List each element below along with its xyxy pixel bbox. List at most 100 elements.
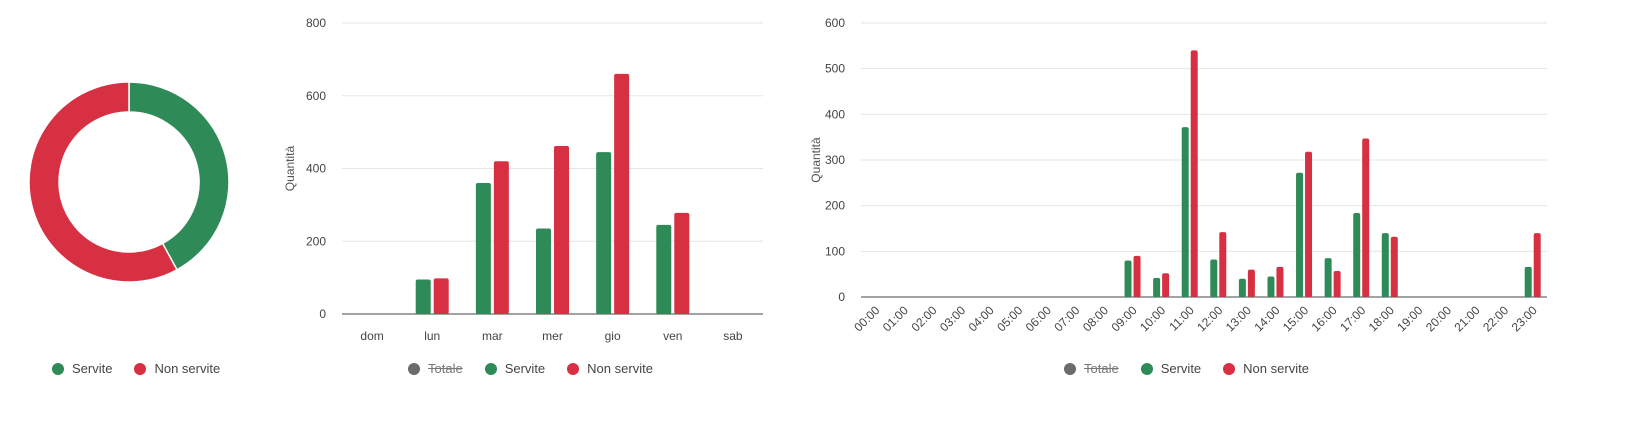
x-tick-label: 23:00 — [1509, 303, 1540, 334]
legend-dot-servite — [1140, 362, 1153, 375]
x-tick-label: 21:00 — [1452, 303, 1483, 334]
donut-chart — [28, 81, 230, 283]
y-tick-label: 600 — [825, 16, 845, 30]
x-tick-label: 00:00 — [851, 303, 882, 334]
x-tick-label: 02:00 — [908, 303, 939, 334]
weekday-legend: Totale Servite Non servite — [408, 361, 653, 376]
x-tick-label: 15:00 — [1280, 303, 1311, 334]
y-tick-label: 400 — [825, 107, 845, 121]
bar-servite-1400[interactable] — [1267, 276, 1275, 297]
donut-slice-non-servite[interactable] — [28, 81, 178, 283]
legend-label: Non servite — [587, 361, 653, 376]
y-tick-label: 600 — [306, 89, 326, 103]
hourly-legend: Totale Servite Non servite — [1064, 361, 1309, 376]
hourly-bar-chart: 0 100 200 300 400 500 600 Quantità 00:0001:0002:… — [809, 16, 1547, 334]
legend-item-non-servite[interactable]: Non servite — [1223, 361, 1309, 376]
bar-non-servite-gio[interactable] — [614, 73, 630, 314]
y-tick-label: 0 — [319, 307, 326, 321]
y-tick-label: 800 — [306, 16, 326, 30]
bar-non-servite-mer[interactable] — [554, 145, 569, 314]
x-tick-label: 12:00 — [1194, 303, 1225, 334]
legend-label: Totale — [1084, 361, 1119, 376]
bar-non-servite-1600[interactable] — [1333, 270, 1341, 297]
legend-item-servite[interactable]: Servite — [484, 361, 546, 376]
x-tick-label: dom — [360, 329, 383, 343]
bar-servite-lun[interactable] — [415, 279, 431, 314]
x-tick-label: 10:00 — [1137, 303, 1168, 334]
x-tick-label: lun — [424, 329, 440, 343]
bar-non-servite-1800[interactable] — [1390, 236, 1398, 297]
y-tick-label: 300 — [825, 153, 845, 167]
x-tick-label: 08:00 — [1080, 303, 1111, 334]
bar-non-servite-1300[interactable] — [1247, 269, 1255, 297]
bar-servite-1500[interactable] — [1296, 172, 1304, 297]
legend-label: Servite — [504, 361, 546, 376]
legend-item-totale[interactable]: Totale — [408, 361, 463, 376]
x-tick-label: 03:00 — [937, 303, 968, 334]
bar-non-servite-2300[interactable] — [1533, 233, 1541, 297]
bar-non-servite-1500[interactable] — [1305, 151, 1313, 297]
bar-servite-2300[interactable] — [1524, 266, 1532, 297]
x-tick-label: 06:00 — [1023, 303, 1054, 334]
bar-non-servite-1100[interactable] — [1190, 50, 1198, 298]
legend-item-totale[interactable]: Totale — [1064, 361, 1119, 376]
x-tick-label: 18:00 — [1366, 303, 1397, 334]
legend-item-non-servite[interactable]: Non servite — [134, 361, 220, 376]
y-tick-label: 500 — [825, 62, 845, 76]
y-tick-label: 400 — [306, 162, 326, 176]
x-tick-label: 01:00 — [880, 303, 911, 334]
y-tick-label: 200 — [306, 234, 326, 248]
x-tick-label: mar — [482, 329, 503, 343]
bar-servite-1600[interactable] — [1324, 258, 1332, 297]
donut-panel: Servite Non servite — [0, 0, 260, 422]
x-tick-label: 09:00 — [1109, 303, 1140, 334]
bar-servite-1700[interactable] — [1353, 212, 1361, 297]
legend-dot-servite — [52, 362, 64, 375]
legend-label: Totale — [428, 361, 463, 376]
bar-servite-1100[interactable] — [1181, 127, 1189, 298]
bar-non-servite-0900[interactable] — [1133, 255, 1141, 297]
x-tick-label: 13:00 — [1223, 303, 1254, 334]
legend-item-servite[interactable]: Servite — [1140, 361, 1202, 376]
bar-non-servite-ven[interactable] — [674, 212, 690, 314]
legend-dot-non-servite — [134, 362, 147, 375]
y-tick-label: 0 — [838, 290, 845, 304]
legend-dot-totale — [408, 362, 420, 375]
bar-servite-1300[interactable] — [1238, 278, 1246, 297]
x-tick-label: gio — [605, 329, 621, 343]
bar-non-servite-1700[interactable] — [1362, 138, 1370, 297]
bar-servite-0900[interactable] — [1124, 260, 1132, 297]
bar-non-servite-lun[interactable] — [433, 278, 449, 314]
bar-servite-1800[interactable] — [1381, 233, 1389, 297]
bar-servite-gio[interactable] — [596, 152, 612, 314]
bar-servite-mer[interactable] — [536, 228, 551, 314]
x-tick-label: 16:00 — [1309, 303, 1340, 334]
bar-servite-ven[interactable] — [656, 224, 672, 314]
bar-servite-mar[interactable] — [475, 183, 491, 314]
y-tick-label: 100 — [825, 244, 845, 258]
x-tick-label: 11:00 — [1166, 303, 1197, 334]
y-axis-label: Quantità — [809, 137, 823, 183]
legend-label: Non servite — [154, 361, 221, 376]
x-tick-label: 20:00 — [1423, 303, 1454, 334]
bar-non-servite-1000[interactable] — [1162, 273, 1170, 297]
bar-non-servite-1200[interactable] — [1219, 232, 1227, 297]
weekday-bar-chart: 0 200 400 600 800 Quantità dom lun mar mer gio ven s… — [283, 16, 763, 343]
bar-non-servite-1400[interactable] — [1276, 266, 1284, 297]
bar-non-servite-mar[interactable] — [493, 161, 509, 314]
weekday-chart-panel: 0 200 400 600 800 Quantità dom lun mar mer gio ven s… — [270, 0, 780, 422]
legend-item-servite[interactable]: Servite — [52, 361, 112, 376]
donut-slice-servite[interactable] — [128, 81, 230, 271]
x-tick-label: sab — [723, 329, 743, 343]
bar-servite-1200[interactable] — [1210, 259, 1218, 297]
legend-dot-non-servite — [567, 362, 580, 375]
y-axis-label: Quantità — [283, 145, 297, 191]
legend-label: Servite — [1160, 361, 1202, 376]
bar-servite-1000[interactable] — [1153, 277, 1161, 297]
y-tick-label: 200 — [825, 199, 845, 213]
x-tick-label: 14:00 — [1251, 303, 1282, 334]
x-tick-label: 22:00 — [1480, 303, 1511, 334]
legend-item-non-servite[interactable]: Non servite — [567, 361, 653, 376]
x-tick-label: 19:00 — [1394, 303, 1425, 334]
x-tick-label: 04:00 — [966, 303, 997, 334]
